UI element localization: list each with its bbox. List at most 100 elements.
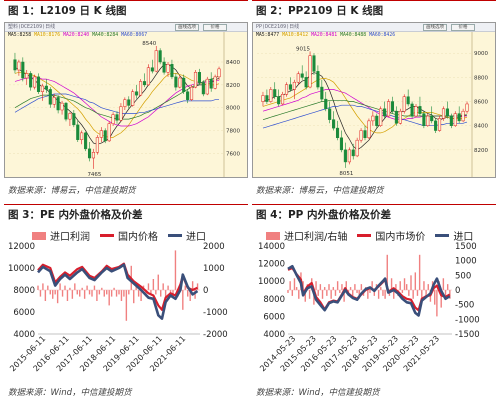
figure2-candle-body bbox=[438, 118, 442, 131]
figure3-profit-bar bbox=[81, 287, 83, 290]
figure1-candle-body bbox=[36, 76, 41, 92]
figure2-draw-options-button[interactable]: 画线选项 bbox=[423, 24, 447, 31]
figure2-candle-body bbox=[445, 108, 449, 117]
figure4-profit-bar bbox=[416, 290, 419, 296]
figure3-profit-bar bbox=[66, 290, 69, 301]
figure4-right-tick-label: 0 bbox=[455, 286, 460, 296]
figure2-candle-body bbox=[284, 84, 289, 95]
figure2-candle-body bbox=[434, 120, 438, 131]
figure4-profit-bar bbox=[302, 281, 304, 290]
figure1-candle-body bbox=[13, 59, 17, 71]
figure2-candle-body bbox=[426, 115, 430, 126]
figure4-profit-bar bbox=[449, 290, 451, 299]
figure4-profit-bar bbox=[334, 290, 337, 296]
figure2-ma-legend-item: MA40:8488 bbox=[340, 33, 367, 38]
figure4-profit-bar bbox=[304, 290, 306, 302]
figure3-profit-bar bbox=[187, 290, 189, 297]
figure1-candle-body bbox=[91, 152, 95, 159]
figure3-panel: 图 3：PE 内外盘价格及价差 进口利润 国内价格 进口 4000 6000 800… bbox=[4, 204, 248, 402]
figure2-panel: 图 2：PP2109 日 K 线图 PP(DCE2109)日线 画线选项 价格 … bbox=[252, 0, 496, 200]
figure4-profit-bar bbox=[371, 281, 373, 290]
figure2-ma-legend-item: MA10:8412 bbox=[282, 33, 309, 38]
figure4-profit-bar bbox=[345, 281, 347, 290]
figure3-profit-bar bbox=[44, 290, 47, 301]
figure1-candle-body bbox=[123, 99, 127, 107]
figure3-profit-bar bbox=[83, 290, 86, 299]
figure2-candle-body bbox=[371, 115, 375, 122]
figure1-ma-legend-item: MA40:8284 bbox=[92, 33, 119, 38]
figure1-candle-body bbox=[119, 106, 123, 121]
figure2-candle-body bbox=[312, 55, 316, 72]
figure1-candle-body bbox=[193, 72, 198, 88]
figure1-candle-body bbox=[150, 67, 154, 72]
figure1-draw-options-button[interactable]: 画线选项 bbox=[175, 24, 199, 31]
figure3-right-tick-label: 0 bbox=[203, 286, 208, 296]
figure3-profit-bar bbox=[196, 283, 199, 290]
figure4-right-tick-label: 1000 bbox=[455, 257, 477, 267]
figure1-candle-body bbox=[40, 85, 44, 92]
figure3-profit-bar bbox=[88, 290, 91, 295]
figure1-candle-body bbox=[197, 72, 201, 83]
figure2-low-annotation: 8051 bbox=[339, 171, 353, 177]
figure2-ma-legend-item: MA5:8477 bbox=[256, 33, 280, 38]
figure1-candle-body bbox=[162, 61, 166, 73]
figure4-profit-bar bbox=[328, 284, 330, 290]
figure4-left-tick-label: 10000 bbox=[258, 277, 285, 287]
figure2-y-tick-label: 8600 bbox=[474, 100, 488, 106]
figure4-right-tick-label: 1500 bbox=[455, 242, 477, 252]
figure4-profit-bar bbox=[287, 290, 289, 293]
figure2-ma-legend: MA5:8477 MA10:8412 MA20:8481 MA40:8488 MA60:… bbox=[256, 33, 398, 39]
figure3-profit-bar bbox=[115, 290, 118, 297]
figure3-right-tick-label: 2000 bbox=[203, 242, 225, 252]
figure2-toolbar: PP(DCE2109)日线 画线选项 价格 bbox=[253, 23, 495, 32]
figure3-source: 数据来源：Wind，中信建投期货 bbox=[8, 388, 132, 398]
figure2-candle-body bbox=[383, 108, 387, 117]
figure1-candle-body bbox=[166, 64, 170, 73]
figure4-right-tick-label: 500 bbox=[455, 271, 471, 281]
figure1-candle-body bbox=[182, 77, 186, 92]
figure2-candle-body bbox=[422, 113, 426, 126]
figure1-ma-legend-item: MA5:8258 bbox=[8, 33, 32, 38]
figure4-profit-bar bbox=[291, 290, 294, 296]
figure4-legend-domestic: 国内市场价 bbox=[357, 228, 425, 243]
figure3-profit-bar bbox=[61, 290, 64, 297]
figure2-candle-body bbox=[367, 120, 371, 139]
figure4-legend: 进口利润/右轴 国内市场价 进口 bbox=[266, 228, 483, 243]
figure3-profit-bar bbox=[169, 290, 172, 295]
figure3-profit-bar bbox=[182, 290, 184, 310]
figure2-candle-body bbox=[273, 89, 277, 97]
figure4-left-tick-label: 14000 bbox=[258, 242, 285, 252]
figure1-panel: 图 1：L2109 日 K 线图 塑料(DCE2109)日线 画线选项 价格 M… bbox=[4, 0, 248, 200]
figure4-profit-bar bbox=[408, 290, 410, 296]
figure4-profit-bar bbox=[399, 281, 401, 290]
figure2-candle-body bbox=[394, 110, 398, 124]
figure4-profit-bar bbox=[380, 287, 382, 290]
figure1-low-annotation: 7465 bbox=[87, 172, 101, 178]
figure1-candle-body bbox=[99, 130, 103, 138]
figure4-profit-bar bbox=[289, 281, 291, 290]
figure3-profit-bar bbox=[98, 290, 101, 295]
figure3-profit-bar bbox=[150, 290, 152, 295]
figure4-profit-bar bbox=[395, 284, 397, 290]
figure2-candle-body bbox=[347, 149, 351, 163]
figure2-price-button[interactable]: 价格 bbox=[451, 24, 475, 31]
figure1-candle-body bbox=[56, 97, 60, 111]
figure2-candle-body bbox=[441, 108, 446, 119]
figure1-candle-body bbox=[213, 76, 217, 89]
figure1-candles-svg: 7600 7800 8000 8200 8400 8540 7465 bbox=[9, 32, 240, 178]
figure2-candle-body bbox=[339, 137, 343, 151]
figure2-candle-body bbox=[449, 115, 453, 126]
figure3-profit-bar bbox=[137, 290, 140, 297]
figure4-profit-bar bbox=[319, 284, 322, 290]
figure1-kline-chart: 塑料(DCE2109)日线 画线选项 价格 MA5:8258 MA10:8176 M… bbox=[4, 22, 248, 178]
figure1-ma-legend-item: MA10:8176 bbox=[34, 33, 61, 38]
figure1-source: 数据来源：博易云，中信建投期货 bbox=[8, 186, 136, 196]
figure1-y-tick-label: 8400 bbox=[226, 60, 240, 66]
figure3-left-tick-label: 6000 bbox=[13, 308, 35, 318]
figure4-profit-bar bbox=[393, 290, 395, 299]
figure1-candle-body bbox=[60, 102, 64, 111]
figure1-y-tick-label: 8000 bbox=[226, 106, 240, 112]
figure3-profit-bar bbox=[49, 290, 51, 295]
figure1-price-button[interactable]: 价格 bbox=[203, 24, 227, 31]
figure3-profit-bar bbox=[93, 285, 96, 290]
